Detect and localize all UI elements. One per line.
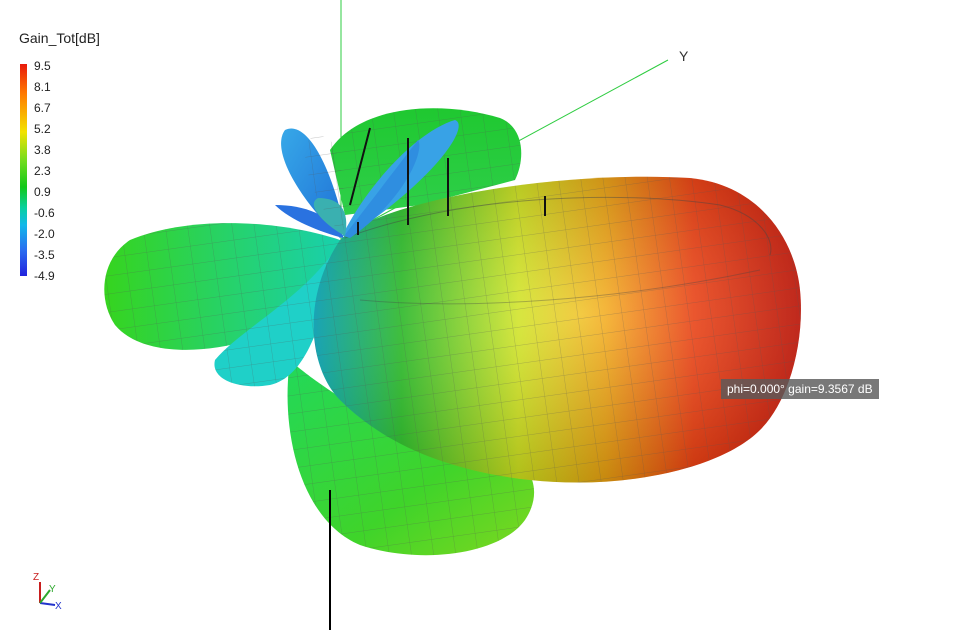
main-lobe xyxy=(313,176,801,483)
colorbar-tick-label: 6.7 xyxy=(34,101,51,115)
lower-lobe xyxy=(287,360,535,556)
small-lower-left-lobe xyxy=(214,250,335,387)
colorbar-tick-label: -4.9 xyxy=(34,269,55,283)
triad-z-label: Z xyxy=(33,572,39,583)
triad-y-label: Y xyxy=(49,584,56,595)
gain-tooltip: phi=0.000° gain=9.3567 dB xyxy=(721,379,879,399)
pattern-markers xyxy=(329,127,546,630)
colorbar-tick-label: -0.6 xyxy=(34,206,55,220)
y-axis-label: Y xyxy=(679,48,689,64)
colorbar-tick-label: 3.8 xyxy=(34,143,51,157)
colorbar-tick-label: 9.5 xyxy=(34,59,51,73)
triad-x-label: X xyxy=(55,601,62,612)
side-petals xyxy=(275,120,459,238)
colorbar-tick-label: 0.9 xyxy=(34,185,51,199)
colorbar-tick-label: 8.1 xyxy=(34,80,51,94)
gain-colorbar xyxy=(20,64,27,276)
colorbar-tick-label: 5.2 xyxy=(34,122,51,136)
colorbar-tick-label: -2.0 xyxy=(34,227,55,241)
legend-title: Gain_Tot[dB] xyxy=(19,30,100,46)
orientation-triad: Z Y X xyxy=(33,572,62,612)
colorbar-tick-label: -3.5 xyxy=(34,248,55,262)
colorbar-tick-label: 2.3 xyxy=(34,164,51,178)
